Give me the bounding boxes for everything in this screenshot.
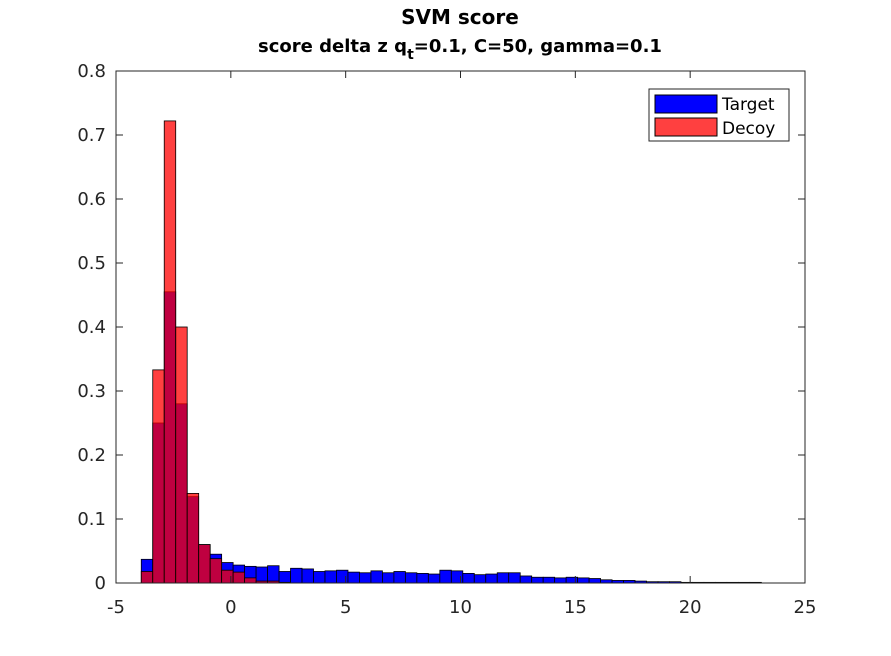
bar-target [531,576,544,584]
bar-target [255,566,268,584]
bar-target [301,568,314,584]
chart-subtitle-main: score delta z q [258,36,407,57]
legend-swatch-target [654,94,718,114]
x-tick-label: 25 [794,597,817,618]
x-tick-label: 0 [225,597,236,618]
bar-target [267,565,280,584]
bar-target [370,570,383,584]
x-tick-label: 10 [449,597,472,618]
bar-decoy [221,569,234,584]
bar-decoy [186,492,200,584]
bar-target [278,571,291,584]
bar-decoy [244,577,257,584]
bar-target [462,573,475,584]
bar-target [450,570,464,584]
plot-area [116,71,805,583]
bar-target [577,577,590,584]
y-tick-label: 0.4 [77,317,106,338]
bar-target [485,573,498,584]
bar-target [554,577,567,584]
chart-subtitle-rest: =0.1, C=50, gamma=0.1 [414,36,662,57]
bar-decoy [175,326,188,584]
legend: Target Decoy [648,88,790,142]
x-tick-label: 15 [564,597,587,618]
bar-target [393,571,406,584]
y-tick-label: 0.6 [77,189,106,210]
chart-subtitle: score delta z qt=0.1, C=50, gamma=0.1 [258,36,662,63]
y-tick-label: 0.2 [77,445,106,466]
bar-target [290,567,303,584]
chart-subtitle-subscript: t [407,47,414,63]
bar-decoy [163,120,177,584]
bar-target [588,578,601,584]
bar-target [473,574,487,584]
bar-target [336,569,349,584]
bar-target [508,572,521,584]
chart-title: SVM score [401,5,519,29]
bar-target [416,573,429,584]
bar-target [542,576,556,584]
x-tick-label: 5 [340,597,351,618]
bar-target [519,575,533,584]
bar-target [324,570,337,584]
bar-decoy [152,369,165,584]
bar-decoy [232,571,246,584]
bar-decoy [140,571,154,584]
x-tick-label: 20 [679,597,702,618]
bar-target [404,572,418,584]
y-tick-label: 0 [95,573,106,594]
bar-target [313,571,326,584]
bar-decoy [198,544,211,584]
x-tick-label: -5 [107,597,125,618]
bar-target [439,569,452,584]
y-tick-label: 0.8 [77,61,106,82]
y-tick-label: 0.5 [77,253,106,274]
bar-target [382,572,395,584]
bar-target [565,576,579,584]
y-tick-label: 0.1 [77,509,106,530]
legend-label-decoy: Decoy [722,119,775,139]
bar-target [496,572,510,584]
legend-label-target: Target [721,95,775,115]
bar-decoy [209,558,223,584]
y-tick-label: 0.3 [77,381,106,402]
legend-swatch-decoy [654,117,718,137]
y-tick-label: 0.7 [77,125,106,146]
bar-target [359,572,372,584]
bar-target [427,573,441,584]
bar-target [347,571,360,584]
